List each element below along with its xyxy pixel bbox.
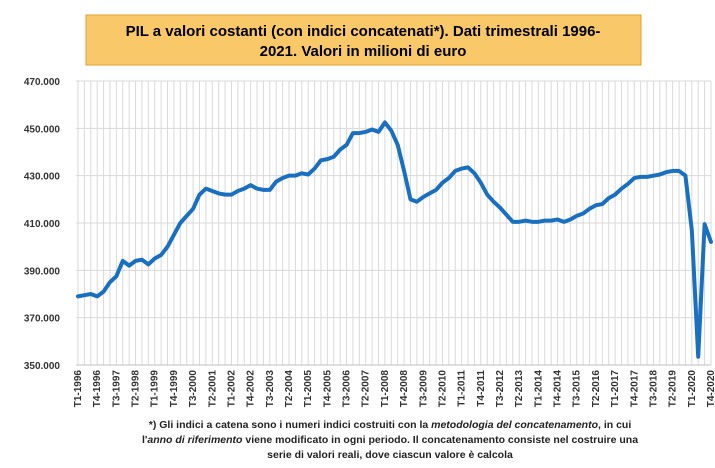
x-tick-label: T2-2016 — [591, 370, 602, 408]
x-tick-label: T1-2002 — [226, 370, 237, 408]
x-tick-label: T4-1999 — [169, 370, 180, 408]
footnote: *) Gli indici a catena sono i numeri ind… — [149, 419, 632, 431]
x-tick-label: T4-2002 — [246, 370, 257, 408]
x-tick-label: T1-1999 — [150, 370, 161, 408]
x-tick-label: T2-1998 — [131, 370, 142, 408]
x-tick-label: T3-1997 — [111, 370, 122, 408]
x-tick-label: T1-2011 — [457, 370, 468, 407]
x-tick-label: T4-2020 — [706, 370, 715, 408]
x-tick-label: T2-2019 — [668, 370, 679, 408]
x-tick-label: T2-2010 — [437, 370, 448, 408]
x-tick-label: T4-2017 — [629, 370, 640, 408]
x-tick-label: T1-2005 — [303, 370, 314, 408]
chart-title: 2021. Valori in milioni di euro — [260, 43, 467, 60]
x-tick-label: T1-2017 — [610, 370, 621, 408]
x-tick-label: T4-2005 — [322, 370, 333, 408]
x-tick-label: T3-2018 — [648, 370, 659, 408]
x-tick-label: T2-2013 — [514, 370, 525, 408]
x-tick-label: T3-2012 — [495, 370, 506, 408]
y-tick-label: 450.000 — [24, 124, 61, 135]
footnote: serie di valori reali, dove ciascun valo… — [267, 449, 513, 461]
x-tick-label: T2-2007 — [361, 370, 372, 408]
x-tick-label: T1-2020 — [687, 370, 698, 408]
x-tick-label: T3-2003 — [265, 370, 276, 408]
x-tick-label: T2-2004 — [284, 370, 295, 408]
title-box — [85, 14, 642, 66]
x-tick-label: T4-2011 — [476, 370, 487, 407]
footnote-part: , in cui — [598, 419, 631, 431]
x-tick-label: T1-2008 — [380, 370, 391, 408]
data-line — [76, 120, 713, 359]
y-tick-label: 350.000 — [24, 361, 61, 372]
y-tick-label: 470.000 — [24, 77, 61, 88]
footnote-part: *) Gli indici a catena sono i numeri ind… — [149, 419, 431, 431]
footnote-part: metodologia del concatenamento — [431, 419, 598, 431]
x-tick-label: T3-2006 — [342, 370, 353, 408]
x-tick-label: T4-1996 — [92, 370, 103, 408]
footnote-part: serie di valori reali, dove ciascun valo… — [267, 449, 513, 461]
y-tick-label: 410.000 — [24, 219, 61, 230]
footnote-part: anno di riferimento — [147, 434, 243, 446]
x-tick-label: T3-2015 — [572, 370, 583, 408]
x-tick-label: T1-1996 — [73, 370, 84, 408]
x-tick-label: T2-2001 — [207, 370, 218, 408]
y-tick-label: 430.000 — [24, 172, 61, 183]
footnote-part: viene modificato in ogni periodo. Il con… — [242, 434, 638, 446]
x-tick-label: T3-2000 — [188, 370, 199, 408]
x-tick-label: T1-2014 — [533, 370, 544, 408]
x-tick-label: T4-2014 — [553, 370, 564, 408]
x-tick-label: T3-2009 — [418, 370, 429, 408]
y-tick-label: 370.000 — [24, 314, 61, 325]
footnote: l'anno di riferimento viene modificato i… — [142, 434, 638, 446]
y-tick-label: 390.000 — [24, 266, 61, 277]
chart-title: PIL a valori costanti (con indici concat… — [126, 23, 601, 40]
footnote-part: l' — [142, 434, 147, 446]
x-tick-label: T4-2008 — [399, 370, 410, 408]
